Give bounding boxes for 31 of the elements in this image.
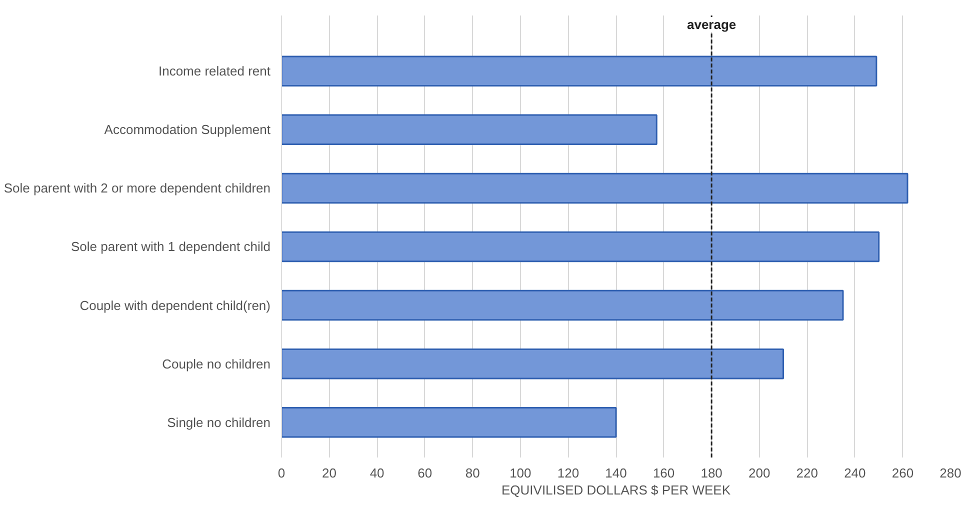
x-tick-label: 280 <box>940 466 962 480</box>
y-tick-label: Couple no children <box>162 356 270 372</box>
bar <box>282 56 878 86</box>
bar <box>282 172 908 204</box>
x-tick-label: 100 <box>510 466 532 480</box>
x-tick-label: 60 <box>418 466 432 480</box>
x-tick-label: 120 <box>557 466 580 480</box>
x-tick-label: 40 <box>370 466 384 480</box>
x-tick-label: 140 <box>605 466 627 480</box>
y-tick-label: Income related rent <box>158 64 271 79</box>
x-axis-title: EQUIVILISED DOLLARS $ PER WEEK <box>501 482 731 498</box>
bar <box>282 114 658 146</box>
bar <box>282 290 844 321</box>
x-tick-label: 0 <box>278 466 286 480</box>
bar <box>282 406 617 438</box>
x-tick-label: 200 <box>748 466 770 480</box>
x-tick-label: 160 <box>652 466 675 480</box>
ref-line-label: average <box>686 16 736 32</box>
y-tick-label: Couple with dependent child(ren) <box>80 298 271 313</box>
x-tick-label: 260 <box>892 466 914 480</box>
x-tick-label: 180 <box>700 466 722 480</box>
y-tick-label: Single no children <box>167 414 271 430</box>
y-tick-label: Sole parent with 2 or more dependent children <box>4 180 271 196</box>
bar <box>282 231 880 262</box>
y-tick-label: Accommodation Supplement <box>104 122 271 138</box>
x-tick-label: 240 <box>844 466 866 480</box>
x-tick-label: 20 <box>322 466 337 480</box>
x-tick-label: 220 <box>796 466 818 480</box>
y-tick-label: Sole parent with 1 dependent child <box>71 239 271 254</box>
bar <box>282 348 784 380</box>
x-tick-label: 80 <box>465 466 480 480</box>
